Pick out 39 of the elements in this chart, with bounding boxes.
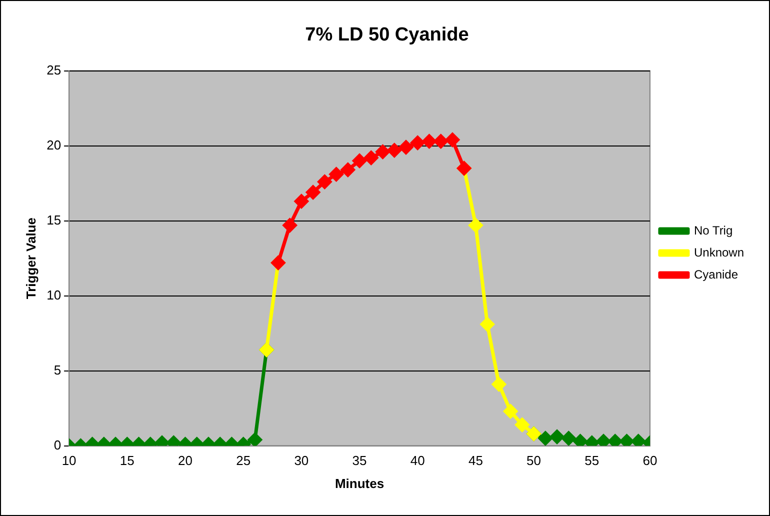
x-tick-label: 15	[120, 453, 134, 468]
x-tick-label: 50	[526, 453, 542, 468]
point	[364, 150, 379, 166]
y-tick-label: 10	[46, 287, 62, 302]
y-tick-label: 15	[46, 212, 62, 228]
x-tick-label: 25	[236, 453, 251, 468]
point	[294, 194, 309, 209]
y-axis-title: Trigger Value	[23, 217, 38, 300]
x-axis-title: Minutes	[334, 476, 384, 491]
point	[468, 218, 484, 233]
point	[386, 142, 402, 158]
legend-label: Cyanide	[694, 267, 738, 282]
point	[433, 134, 448, 149]
point	[328, 166, 344, 182]
point	[410, 135, 426, 150]
x-tick-label: 60	[642, 453, 658, 468]
point	[480, 316, 495, 332]
y-tick-label: 0	[54, 437, 62, 452]
point	[306, 184, 321, 200]
x-tick-label: 40	[410, 453, 425, 468]
point	[444, 132, 460, 148]
legend-label: Unknown	[694, 245, 744, 260]
point	[422, 134, 437, 149]
point	[375, 144, 390, 160]
point	[317, 174, 332, 190]
x-tick-label: 45	[468, 453, 483, 468]
chart-title: 7% LD 50 Cyanide	[305, 24, 469, 46]
point	[340, 162, 356, 178]
x-tick-label: 35	[352, 453, 367, 468]
point	[352, 153, 368, 168]
point	[398, 140, 414, 155]
y-tick-label: 20	[46, 137, 62, 152]
y-tick-label: 5	[54, 362, 62, 378]
x-tick-label: 55	[584, 453, 600, 468]
point	[282, 218, 298, 233]
x-tick-label: 30	[294, 453, 309, 468]
y-tick-label: 25	[46, 62, 62, 78]
x-tick-label: 20	[178, 453, 192, 468]
legend-label: No Trig	[694, 223, 733, 238]
